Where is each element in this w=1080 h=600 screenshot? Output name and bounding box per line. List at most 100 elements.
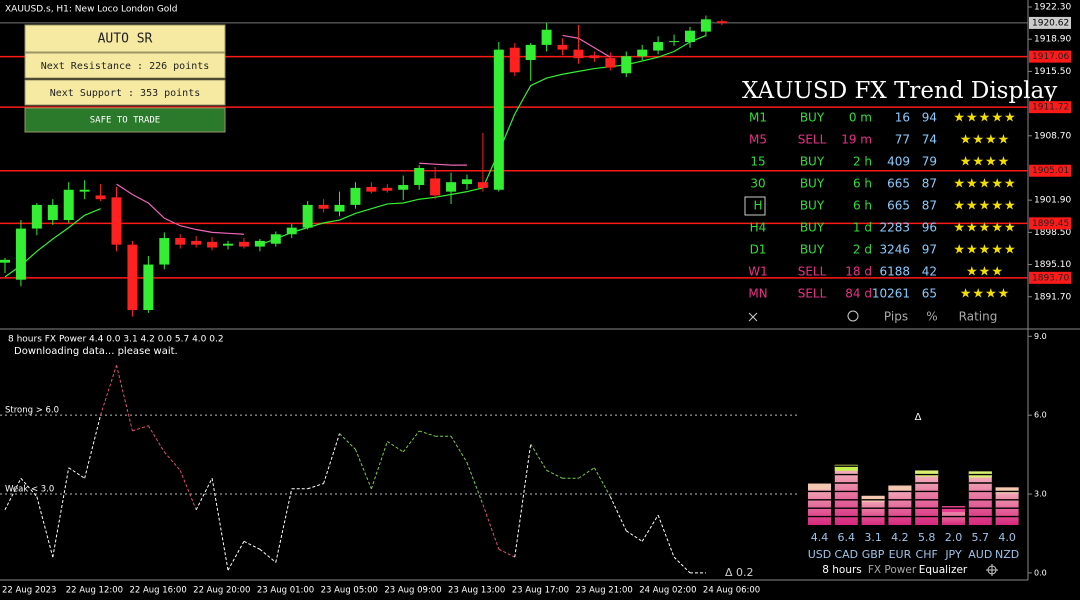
support-text: Next Support : 353 points <box>50 88 201 99</box>
candle-body <box>159 238 170 265</box>
sr-level-tag <box>1029 217 1071 230</box>
price-tick-label: 1898.50 <box>1034 228 1071 238</box>
power-tick-label: 6.0 <box>1034 411 1047 420</box>
timeframe: W1 <box>748 265 768 279</box>
power-line-segment <box>147 425 165 453</box>
percent: 87 <box>922 199 937 213</box>
equalizer-cap <box>888 485 912 492</box>
percent: 65 <box>922 287 937 301</box>
power-line-segment <box>673 556 691 574</box>
power-line-segment <box>227 541 245 571</box>
power-line-segment <box>593 467 611 497</box>
power-line-segment <box>100 365 117 416</box>
current-price-label: 1920.62 <box>1032 18 1069 28</box>
candle-body <box>254 240 265 247</box>
signal-age: 2 d <box>853 243 872 257</box>
power-line-segment <box>259 548 277 563</box>
candle-body <box>270 234 281 244</box>
close-icon[interactable] <box>748 312 758 322</box>
power-line-segment <box>498 548 515 558</box>
delta-marker: Δ <box>915 412 922 423</box>
equalizer-value: 2.0 <box>945 531 963 544</box>
signal-age: 6 h <box>853 199 872 213</box>
power-line-segment <box>68 467 85 479</box>
price-tick-label: 1922.30 <box>1034 3 1071 13</box>
rating: ★★★★★ <box>953 177 1016 192</box>
time-label: 22 Aug 16:00 <box>129 586 186 596</box>
time-label: 23 Aug 21:00 <box>575 586 632 596</box>
equalizer-value: 5.7 <box>972 531 990 544</box>
sr-title-box <box>24 24 226 53</box>
candle-body <box>557 44 568 50</box>
timeframe: D1 <box>750 243 767 257</box>
power-line-segment <box>466 462 484 505</box>
status-box <box>24 107 226 133</box>
candle-body <box>700 19 711 32</box>
equalizer-cap <box>942 506 965 513</box>
equalizer-currency: CHF <box>916 548 938 561</box>
candle-body <box>111 197 122 245</box>
signal: SELL <box>798 287 827 301</box>
signal-age: 19 m <box>841 133 872 147</box>
candle-body <box>493 49 504 190</box>
power-line-segment <box>163 451 181 471</box>
candle-body <box>47 204 58 221</box>
candle-body <box>191 240 202 245</box>
equalizer-footer: FX Power <box>868 564 917 576</box>
sr-level-tag <box>1029 164 1071 177</box>
power-line-segment <box>354 449 372 489</box>
table-footer-label: Rating <box>959 310 998 324</box>
power-line-segment <box>84 415 102 479</box>
candle-body <box>127 244 138 311</box>
close-icon-stroke <box>748 312 758 322</box>
percent: 94 <box>922 111 937 125</box>
candle-body <box>302 204 313 228</box>
pips: 6188 <box>879 265 910 279</box>
weak-label: Weak < 3.0 <box>5 485 54 495</box>
power-tick-label: 3.0 <box>1034 490 1047 499</box>
candle-body <box>414 167 425 186</box>
rating: ★★★★★ <box>953 111 1016 126</box>
percent: 74 <box>922 133 937 147</box>
candle-body <box>207 241 218 248</box>
signal-age: 2 h <box>853 155 872 169</box>
equalizer-cap <box>995 487 1019 494</box>
percent: 96 <box>922 221 937 235</box>
sr-level-label: 1893.70 <box>1032 273 1069 283</box>
candle-body <box>366 186 377 192</box>
candle-body <box>238 241 249 247</box>
power-line-segment <box>195 478 213 511</box>
time-label: 24 Aug 06:00 <box>703 586 760 596</box>
equalizer-value: 5.8 <box>918 531 936 544</box>
equalizer-currency: AUD <box>968 548 992 561</box>
power-line-segment <box>323 433 341 484</box>
equalizer-value: 6.4 <box>838 531 856 544</box>
resistance-text: Next Resistance : 226 points <box>41 61 210 72</box>
candle-body <box>15 228 26 280</box>
power-line-segment <box>625 530 643 542</box>
power-line-segment <box>530 443 548 471</box>
time-label: 22 Aug 12:00 <box>66 586 123 596</box>
fx-power-status: Downloading data... please wait. <box>14 346 178 357</box>
signal-age: 1 d <box>853 221 872 235</box>
power-line-segment <box>609 496 627 532</box>
rating: ★★★★★ <box>953 199 1016 214</box>
power-line-segment <box>387 441 404 453</box>
pips: 665 <box>887 199 910 213</box>
time-label: 22 Aug 20:00 <box>193 586 250 596</box>
equalizer-cap <box>861 495 885 502</box>
timeframe: H4 <box>750 221 767 235</box>
resistance-line <box>419 162 467 166</box>
power-line-segment <box>132 425 149 432</box>
percent: 42 <box>922 265 937 279</box>
equalizer-currency: EUR <box>889 548 912 561</box>
power-line-segment <box>36 496 54 558</box>
equalizer-value: 3.1 <box>864 531 882 544</box>
candle-body <box>63 189 74 221</box>
equalizer-currency: JPY <box>944 548 962 561</box>
signal-age: 6 h <box>853 177 872 191</box>
rating: ★★★★ <box>960 155 1011 170</box>
candle-body <box>509 47 520 73</box>
time-label: 22 Aug 2023 <box>2 586 56 596</box>
rating: ★★★★ <box>960 133 1011 148</box>
